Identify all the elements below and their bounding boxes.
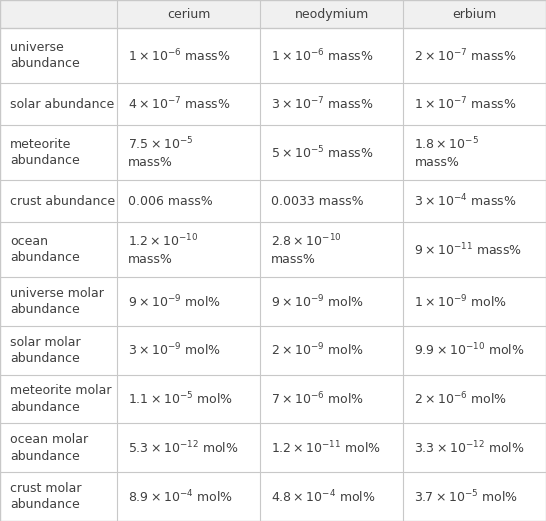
Text: $8.9\times10^{-4}$ mol%: $8.9\times10^{-4}$ mol% [128, 488, 233, 505]
Text: $1\times10^{-6}$ mass%: $1\times10^{-6}$ mass% [128, 47, 231, 64]
Text: $2\times10^{-6}$ mol%: $2\times10^{-6}$ mol% [414, 391, 508, 407]
Text: $9\times10^{-11}$ mass%: $9\times10^{-11}$ mass% [414, 241, 523, 258]
Text: universe
abundance: universe abundance [10, 41, 80, 70]
Text: ocean molar
abundance: ocean molar abundance [10, 433, 88, 463]
Text: $3.3\times10^{-12}$ mol%: $3.3\times10^{-12}$ mol% [414, 440, 525, 456]
Text: $3\times10^{-4}$ mass%: $3\times10^{-4}$ mass% [414, 193, 517, 209]
Text: crust molar
abundance: crust molar abundance [10, 482, 81, 512]
Text: crust abundance: crust abundance [10, 195, 115, 208]
Text: solar abundance: solar abundance [10, 97, 114, 110]
Text: $4.8\times10^{-4}$ mol%: $4.8\times10^{-4}$ mol% [271, 488, 376, 505]
Text: $3.7\times10^{-5}$ mol%: $3.7\times10^{-5}$ mol% [414, 488, 519, 505]
Text: $1.8\times10^{-5}$
mass%: $1.8\times10^{-5}$ mass% [414, 136, 479, 169]
Text: $2\times10^{-7}$ mass%: $2\times10^{-7}$ mass% [414, 47, 517, 64]
Text: $5\times10^{-5}$ mass%: $5\times10^{-5}$ mass% [271, 144, 374, 161]
Text: $7.5\times10^{-5}$
mass%: $7.5\times10^{-5}$ mass% [128, 136, 194, 169]
Text: $1.1\times10^{-5}$ mol%: $1.1\times10^{-5}$ mol% [128, 391, 233, 407]
Text: $4\times10^{-7}$ mass%: $4\times10^{-7}$ mass% [128, 96, 231, 113]
Text: $2\times10^{-9}$ mol%: $2\times10^{-9}$ mol% [271, 342, 365, 358]
Text: universe molar
abundance: universe molar abundance [10, 287, 104, 316]
Text: $1\times10^{-6}$ mass%: $1\times10^{-6}$ mass% [271, 47, 374, 64]
Text: $1\times10^{-9}$ mol%: $1\times10^{-9}$ mol% [414, 293, 508, 310]
Text: 0.006 mass%: 0.006 mass% [128, 195, 213, 208]
Text: meteorite
abundance: meteorite abundance [10, 138, 80, 167]
Text: $9\times10^{-9}$ mol%: $9\times10^{-9}$ mol% [271, 293, 365, 310]
Text: ocean
abundance: ocean abundance [10, 235, 80, 264]
Text: $3\times10^{-7}$ mass%: $3\times10^{-7}$ mass% [271, 96, 374, 113]
Text: $2.8\times10^{-10}$
mass%: $2.8\times10^{-10}$ mass% [271, 233, 342, 266]
Text: solar molar
abundance: solar molar abundance [10, 336, 80, 365]
Text: meteorite molar
abundance: meteorite molar abundance [10, 384, 111, 414]
Text: cerium: cerium [167, 8, 211, 20]
Text: $5.3\times10^{-12}$ mol%: $5.3\times10^{-12}$ mol% [128, 440, 239, 456]
Bar [0, 0, 546, 28]
Text: $9\times10^{-9}$ mol%: $9\times10^{-9}$ mol% [128, 293, 222, 310]
Text: 0.0033 mass%: 0.0033 mass% [271, 195, 364, 208]
Text: neodymium: neodymium [295, 8, 369, 20]
Text: $3\times10^{-9}$ mol%: $3\times10^{-9}$ mol% [128, 342, 222, 358]
Text: $7\times10^{-6}$ mol%: $7\times10^{-6}$ mol% [271, 391, 365, 407]
Text: $1\times10^{-7}$ mass%: $1\times10^{-7}$ mass% [414, 96, 517, 113]
Text: erbium: erbium [453, 8, 497, 20]
Text: $9.9\times10^{-10}$ mol%: $9.9\times10^{-10}$ mol% [414, 342, 525, 358]
Text: $1.2\times10^{-10}$
mass%: $1.2\times10^{-10}$ mass% [128, 233, 199, 266]
Text: $1.2\times10^{-11}$ mol%: $1.2\times10^{-11}$ mol% [271, 440, 381, 456]
